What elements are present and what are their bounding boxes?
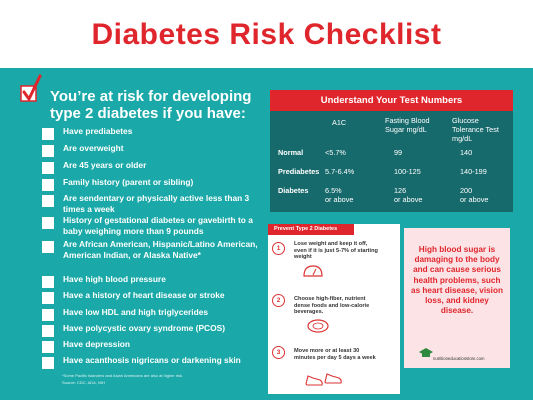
table-cell-suffix: or above	[325, 195, 354, 204]
column-header-a1c: A1C	[332, 118, 347, 127]
step-number: 2	[272, 294, 285, 307]
table-cell: 99	[394, 148, 403, 157]
page-title: Diabetes Risk Checklist	[91, 18, 442, 51]
checklist-item: History of gestational diabetes or gaveb…	[42, 215, 263, 236]
checkbox[interactable]	[42, 217, 54, 229]
step-text: Lose weight and keep it off, even if it …	[294, 241, 378, 261]
checklist-item: Are overweight	[42, 143, 263, 157]
brand-text: nutritioneducationstore.com	[433, 356, 485, 361]
table-title: Understand Your Test Numbers	[270, 90, 513, 111]
checklist-item: Have polycystic ovary syndrome (PCOS)	[42, 323, 263, 337]
column-header-glucose: Glucose Tolerance Test mg/dL	[452, 116, 499, 143]
checkbox[interactable]	[42, 309, 54, 321]
checklist-item: Have acanthosis nigricans or darkening s…	[42, 355, 263, 369]
table-cell: 5.7-6.4%	[325, 167, 355, 176]
checklist-item: Are 45 years or older	[42, 160, 263, 174]
checklist-item-label: Have a history of heart disease or strok…	[63, 290, 225, 300]
checkmark-icon	[20, 74, 42, 102]
checklist-item: Have low HDL and high triglycerides	[42, 307, 263, 321]
sneakers-icon	[305, 373, 342, 386]
checkbox[interactable]	[42, 292, 54, 304]
checklist-item-label: Have acanthosis nigricans or darkening s…	[63, 355, 241, 365]
table-cell: 6.5%	[325, 186, 342, 195]
row-label: Normal	[278, 148, 304, 157]
source-note: Source: CDC, ADA, NIH	[62, 380, 105, 385]
prevent-title: Prevent Type 2 Diabetes	[268, 224, 354, 235]
table-cell: 126	[394, 186, 407, 195]
warning-box: High blood sugar is damaging to the body…	[404, 228, 510, 368]
warning-text: High blood sugar is damaging to the body…	[411, 245, 503, 316]
checklist-item-label: Family history (parent or sibling)	[63, 177, 194, 187]
checkbox[interactable]	[42, 179, 54, 191]
table-cell: 140-199	[460, 167, 487, 176]
checklist-item-label: Are overweight	[63, 143, 124, 153]
checklist-item: Family history (parent or sibling)	[42, 177, 263, 191]
step-number: 1	[272, 242, 285, 255]
checklist-item-label: Are sendentary or physically active less…	[63, 193, 250, 214]
footnote: *Some Pacific Islanders and Asian Americ…	[62, 373, 184, 378]
checkbox[interactable]	[42, 357, 54, 369]
checkbox[interactable]	[42, 145, 54, 157]
checkbox[interactable]	[42, 325, 54, 337]
checklist-item-label: Have prediabetes	[63, 126, 133, 136]
checklist-item: Have depression	[42, 339, 263, 353]
step-text: Choose high-fiber, nutrient dense foods …	[294, 296, 370, 316]
checkbox[interactable]	[42, 276, 54, 288]
table-cell: <5.7%	[325, 148, 346, 157]
table-cell: 200	[460, 186, 473, 195]
checklist-item: Are sendentary or physically active less…	[42, 193, 263, 214]
checklist-item-label: Have polycystic ovary syndrome (PCOS)	[63, 323, 225, 333]
step-number: 3	[272, 346, 285, 359]
checklist-item-label: Have low HDL and high triglycerides	[63, 307, 209, 317]
footnote-block: *Some Pacific Islanders and Asian Americ…	[62, 372, 232, 386]
checklist-item: Are African American, Hispanic/Latino Am…	[42, 239, 263, 260]
checkbox[interactable]	[42, 241, 54, 253]
table-cell-suffix: or above	[394, 195, 423, 204]
checklist-item: Have high blood pressure	[42, 274, 263, 288]
plate-icon	[307, 319, 329, 333]
step-text: Move more or at least 30 minutes per day…	[294, 348, 376, 361]
checkbox[interactable]	[42, 162, 54, 174]
scale-icon	[303, 265, 323, 277]
checklist-item-label: Are African American, Hispanic/Latino Am…	[63, 239, 258, 260]
graduation-cap-icon	[419, 348, 433, 357]
column-header-fasting: Fasting Blood Sugar mg/dL	[385, 116, 430, 134]
test-numbers-table: Understand Your Test Numbers A1C Fasting…	[270, 90, 513, 212]
table-cell: 140	[460, 148, 473, 157]
table-cell: 100-125	[394, 167, 421, 176]
checklist-item-label: Have high blood pressure	[63, 274, 166, 284]
row-label: Diabetes	[278, 186, 309, 195]
checkbox[interactable]	[42, 195, 54, 207]
row-label: Prediabetes	[278, 167, 320, 176]
checkbox[interactable]	[42, 128, 54, 140]
checkbox[interactable]	[42, 341, 54, 353]
intro-heading: You’re at risk for developing type 2 dia…	[50, 88, 252, 122]
checklist-item: Have a history of heart disease or strok…	[42, 290, 263, 304]
prevent-panel: Prevent Type 2 Diabetes 1 Lose weight an…	[268, 224, 400, 394]
checklist-item-label: Are 45 years or older	[63, 160, 147, 170]
checklist-item-label: History of gestational diabetes or gaveb…	[63, 215, 253, 236]
table-cell-suffix: or above	[460, 195, 489, 204]
brand-logo: nutritioneducationstore.com	[418, 347, 508, 363]
checklist-item-label: Have depression	[63, 339, 131, 349]
checklist-item: Have prediabetes	[42, 126, 263, 140]
